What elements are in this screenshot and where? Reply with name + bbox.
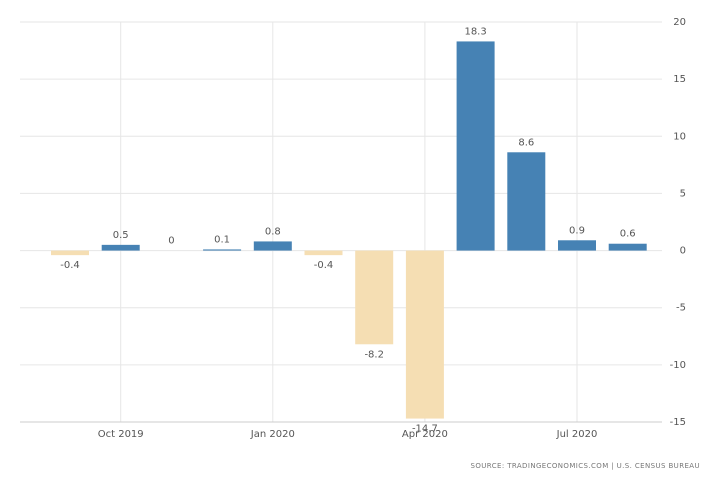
x-tick-label: Oct 2019 [98, 429, 144, 440]
value-label: 0.5 [113, 230, 129, 241]
source-note: SOURCE: TRADINGECONOMICS.COM | U.S. CENS… [471, 462, 700, 470]
x-tick-label: Jul 2020 [556, 429, 598, 440]
value-label: 0.1 [214, 234, 230, 245]
y-tick-label: 0 [680, 246, 686, 257]
y-tick-label: 5 [680, 188, 686, 199]
value-label: -8.2 [364, 349, 384, 360]
bar [405, 250, 444, 419]
y-tick-label: -15 [670, 417, 686, 428]
value-label: -0.4 [60, 260, 80, 271]
bar [558, 240, 596, 251]
value-label: 18.3 [464, 26, 486, 37]
bar [456, 41, 495, 251]
x-tick-label: Apr 2020 [402, 429, 448, 440]
bar [101, 244, 140, 251]
bar [355, 250, 394, 345]
y-tick-label: -10 [670, 360, 686, 371]
value-label: 0 [168, 236, 174, 247]
bar [51, 250, 89, 256]
y-tick-label: 10 [673, 131, 686, 142]
value-label: -14.7 [412, 424, 438, 435]
value-label: 0.6 [620, 229, 636, 240]
y-tick-label: -5 [676, 303, 686, 314]
value-label: 0.8 [265, 226, 281, 237]
y-tick-label: 20 [673, 17, 686, 28]
value-label: 8.6 [518, 137, 534, 148]
bar [203, 249, 242, 251]
y-tick-label: 15 [673, 74, 686, 85]
x-tick-label: Jan 2020 [250, 429, 295, 440]
bar [304, 250, 343, 256]
bar [507, 152, 546, 251]
bar [253, 241, 292, 251]
bar [608, 243, 647, 251]
value-label: 0.9 [569, 225, 585, 236]
value-label: -0.4 [314, 260, 334, 271]
